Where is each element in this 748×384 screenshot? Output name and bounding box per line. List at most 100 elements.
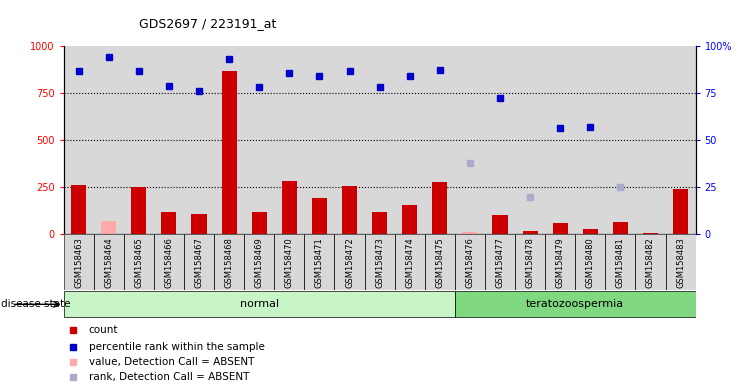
Text: GSM158476: GSM158476 — [465, 237, 474, 288]
Bar — [214, 234, 244, 290]
Bar — [485, 46, 515, 234]
Bar — [154, 234, 184, 290]
Bar — [244, 234, 275, 290]
Bar — [334, 234, 364, 290]
Text: GSM158479: GSM158479 — [556, 237, 565, 288]
Text: GSM158475: GSM158475 — [435, 237, 444, 288]
Text: GSM158463: GSM158463 — [74, 237, 83, 288]
Bar — [492, 215, 508, 234]
Bar — [334, 234, 364, 290]
Text: disease state: disease state — [1, 299, 70, 310]
Bar — [154, 234, 184, 290]
Text: GSM158472: GSM158472 — [345, 237, 354, 288]
Bar — [673, 189, 688, 234]
Bar — [515, 234, 545, 290]
Bar — [425, 234, 455, 290]
Bar — [123, 46, 154, 234]
Bar — [304, 234, 334, 290]
Bar — [515, 234, 545, 290]
Bar — [64, 234, 94, 290]
FancyBboxPatch shape — [64, 291, 455, 317]
Bar — [364, 234, 395, 290]
Text: teratozoospermia: teratozoospermia — [526, 299, 625, 310]
Bar — [575, 234, 605, 290]
Bar — [275, 234, 304, 290]
Text: GSM158467: GSM158467 — [194, 237, 203, 288]
Bar — [334, 46, 364, 234]
Bar — [485, 234, 515, 290]
Text: percentile rank within the sample: percentile rank within the sample — [89, 342, 265, 352]
Bar — [275, 234, 304, 290]
Bar — [545, 46, 575, 234]
Bar — [184, 234, 214, 290]
Bar — [485, 234, 515, 290]
FancyBboxPatch shape — [455, 291, 696, 317]
Text: GSM158482: GSM158482 — [646, 237, 655, 288]
Bar — [455, 234, 485, 290]
Bar — [94, 234, 123, 290]
Bar — [395, 46, 425, 234]
Bar — [184, 234, 214, 290]
Text: GSM158477: GSM158477 — [495, 237, 504, 288]
Bar — [605, 46, 636, 234]
Bar — [251, 212, 267, 234]
Bar — [123, 234, 154, 290]
Bar — [71, 185, 86, 234]
Text: GSM158464: GSM158464 — [104, 237, 113, 288]
Bar — [402, 205, 417, 234]
Bar — [101, 221, 116, 234]
Text: GSM158470: GSM158470 — [285, 237, 294, 288]
Bar — [575, 234, 605, 290]
Text: GDS2697 / 223191_at: GDS2697 / 223191_at — [139, 17, 277, 30]
Bar — [282, 180, 297, 234]
Bar — [372, 212, 387, 234]
Bar — [244, 46, 275, 234]
Bar — [312, 199, 327, 234]
Bar — [162, 212, 177, 234]
Bar — [666, 234, 696, 290]
Bar — [395, 234, 425, 290]
Text: GSM158471: GSM158471 — [315, 237, 324, 288]
Bar — [636, 234, 666, 290]
Bar — [583, 228, 598, 234]
Text: GSM158465: GSM158465 — [135, 237, 144, 288]
Bar — [455, 46, 485, 234]
Bar — [553, 223, 568, 234]
Text: rank, Detection Call = ABSENT: rank, Detection Call = ABSENT — [89, 372, 249, 382]
Bar — [94, 46, 123, 234]
Bar — [364, 46, 395, 234]
Bar — [605, 234, 636, 290]
Text: GSM158478: GSM158478 — [526, 237, 535, 288]
Bar — [214, 46, 244, 234]
Bar — [94, 234, 123, 290]
Bar — [425, 234, 455, 290]
Bar — [605, 234, 636, 290]
Bar — [342, 186, 357, 234]
Bar — [523, 232, 538, 234]
Bar — [515, 46, 545, 234]
Bar — [364, 234, 395, 290]
Bar — [462, 232, 477, 234]
Bar — [613, 222, 628, 234]
Bar — [304, 46, 334, 234]
Bar — [545, 234, 575, 290]
Text: count: count — [89, 326, 118, 336]
Bar — [666, 234, 696, 290]
Text: GSM158474: GSM158474 — [405, 237, 414, 288]
Bar — [221, 71, 236, 234]
Bar — [64, 234, 94, 290]
Bar — [636, 46, 666, 234]
Text: value, Detection Call = ABSENT: value, Detection Call = ABSENT — [89, 358, 254, 367]
Bar — [132, 187, 147, 234]
Bar — [184, 46, 214, 234]
Bar — [214, 234, 244, 290]
Text: normal: normal — [239, 299, 279, 310]
Bar — [455, 234, 485, 290]
Bar — [666, 46, 696, 234]
Text: GSM158469: GSM158469 — [255, 237, 264, 288]
Text: GSM158473: GSM158473 — [375, 237, 384, 288]
Text: GSM158483: GSM158483 — [676, 237, 685, 288]
Bar — [545, 234, 575, 290]
Bar — [643, 233, 658, 234]
Bar — [154, 46, 184, 234]
